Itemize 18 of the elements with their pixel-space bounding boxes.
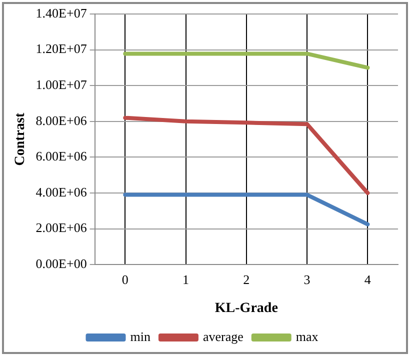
y-tick-label: 1.00E+07 [36, 77, 88, 92]
y-tick-label: 6.00E+06 [36, 148, 88, 164]
y-tick-label: 4.00E+06 [36, 184, 88, 200]
y-tick-label: 1.20E+07 [36, 41, 88, 56]
y-axis-title: Contrast [13, 112, 28, 166]
x-tick-label: 0 [122, 272, 128, 287]
y-tick-label: 1.40E+07 [36, 5, 88, 20]
legend-label: max [296, 328, 319, 344]
x-axis-title: KL-Grade [214, 301, 278, 316]
x-tick-label: 2 [243, 272, 250, 287]
y-tick-label: 0.00E+00 [36, 256, 87, 272]
x-tick-label: 3 [304, 272, 310, 287]
y-tick-label: 8.00E+06 [36, 112, 88, 128]
y-tick-label: 2.00E+06 [36, 220, 88, 236]
x-tick-label: 1 [182, 272, 190, 287]
legend-label: min [130, 328, 151, 344]
x-tick-label: 4 [364, 272, 372, 287]
legend-label: average [202, 328, 244, 344]
